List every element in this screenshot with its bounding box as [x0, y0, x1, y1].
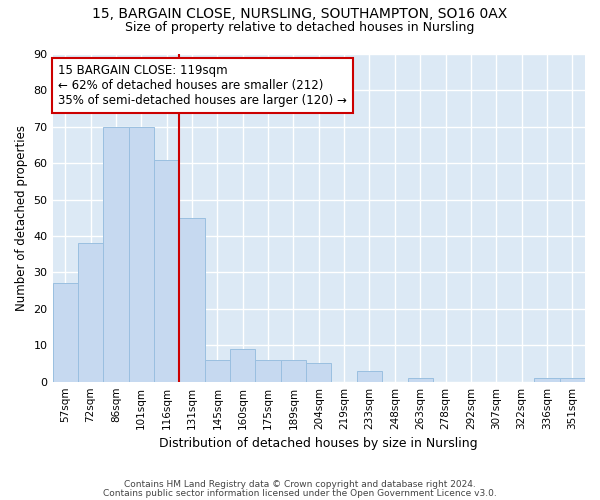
Bar: [78, 244, 103, 382]
Bar: [407, 378, 433, 382]
Bar: [53, 284, 78, 382]
Text: 15 BARGAIN CLOSE: 119sqm
← 62% of detached houses are smaller (212)
35% of semi-: 15 BARGAIN CLOSE: 119sqm ← 62% of detach…: [58, 64, 347, 107]
Text: Contains HM Land Registry data © Crown copyright and database right 2024.: Contains HM Land Registry data © Crown c…: [124, 480, 476, 489]
Text: Size of property relative to detached houses in Nursling: Size of property relative to detached ho…: [125, 21, 475, 34]
Y-axis label: Number of detached properties: Number of detached properties: [15, 125, 28, 311]
Bar: [281, 360, 306, 382]
Text: Contains public sector information licensed under the Open Government Licence v3: Contains public sector information licen…: [103, 488, 497, 498]
Bar: [357, 371, 382, 382]
X-axis label: Distribution of detached houses by size in Nursling: Distribution of detached houses by size …: [160, 437, 478, 450]
Bar: [534, 378, 560, 382]
Text: 15, BARGAIN CLOSE, NURSLING, SOUTHAMPTON, SO16 0AX: 15, BARGAIN CLOSE, NURSLING, SOUTHAMPTON…: [92, 8, 508, 22]
Bar: [154, 160, 179, 382]
Bar: [306, 364, 331, 382]
Bar: [179, 218, 205, 382]
Bar: [256, 360, 281, 382]
Bar: [230, 349, 256, 382]
Bar: [205, 360, 230, 382]
Bar: [560, 378, 585, 382]
Bar: [103, 127, 128, 382]
Bar: [128, 127, 154, 382]
